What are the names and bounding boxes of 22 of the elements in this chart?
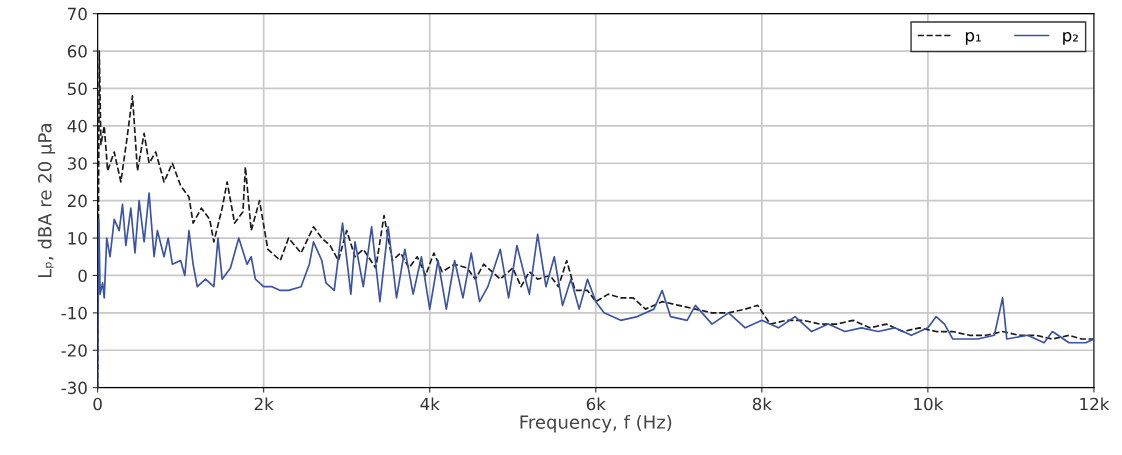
x-tick-label: 2k xyxy=(254,397,274,411)
y-tick-label: 60 xyxy=(67,45,87,58)
y-tick-label: 70 xyxy=(68,7,87,21)
y-tick-label: -20 xyxy=(61,344,87,357)
legend-label: p₂ xyxy=(1063,31,1078,45)
x-tick-label: 6k xyxy=(586,397,606,411)
legend-label: p₁ xyxy=(965,31,981,45)
y-tick-label: 40 xyxy=(67,119,87,133)
x-tick-label: 0 xyxy=(93,397,102,411)
y-tick-label: 30 xyxy=(67,157,87,170)
x-tick-label: 8k xyxy=(752,397,772,411)
y-tick-label: -10 xyxy=(61,306,87,320)
x-tick-label: 4k xyxy=(420,397,440,411)
x-tick-label: 12k xyxy=(1080,397,1110,411)
y-axis-title: Lₚ, dBA re 20 μPa xyxy=(37,124,56,278)
y-tick-label: 0 xyxy=(78,269,87,283)
y-tick-label: -30 xyxy=(61,381,87,395)
y-tick-label: 50 xyxy=(67,82,87,96)
x-tick-label: 10k xyxy=(914,397,944,411)
y-tick-label: 10 xyxy=(68,232,87,245)
y-tick-label: 20 xyxy=(67,194,87,208)
x-axis-title: Frequency, f (Hz) xyxy=(520,414,672,433)
